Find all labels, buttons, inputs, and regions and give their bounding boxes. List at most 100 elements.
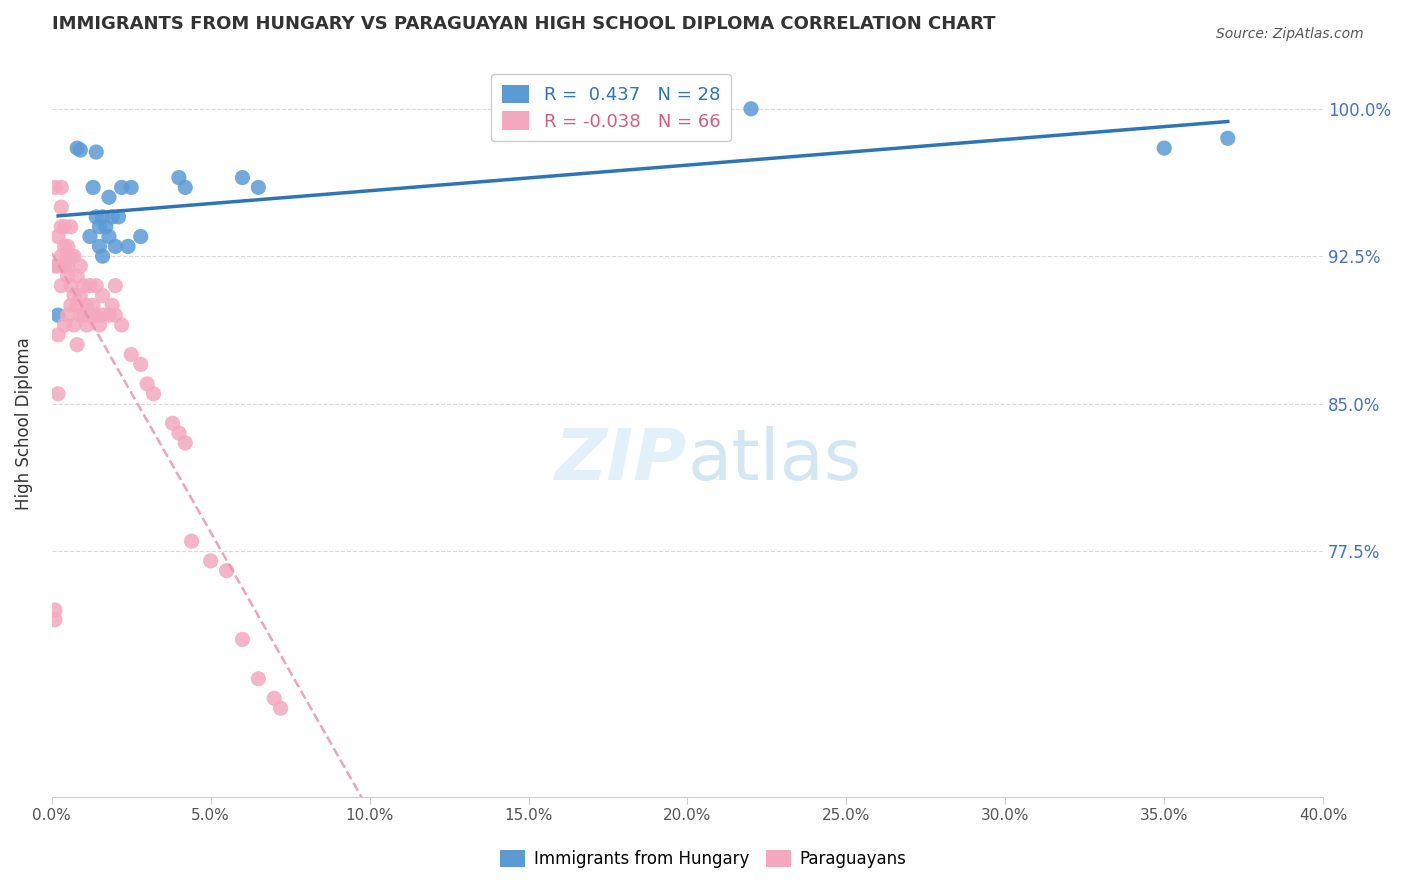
Point — [44, 603, 66, 617]
Point — [231, 632, 253, 647]
Point — [167, 426, 190, 441]
Point — [142, 386, 165, 401]
Legend: R =  0.437   N = 28, R = -0.038   N = 66: R = 0.437 N = 28, R = -0.038 N = 66 — [491, 74, 731, 141]
Point — [59, 298, 82, 312]
Point — [82, 180, 104, 194]
Point — [97, 308, 120, 322]
Point — [76, 298, 98, 312]
Point — [66, 298, 89, 312]
Text: IMMIGRANTS FROM HUNGARY VS PARAGUAYAN HIGH SCHOOL DIPLOMA CORRELATION CHART: IMMIGRANTS FROM HUNGARY VS PARAGUAYAN HI… — [52, 15, 995, 33]
Point — [104, 308, 127, 322]
Point — [84, 145, 107, 159]
Point — [79, 229, 101, 244]
Point — [82, 298, 104, 312]
Point — [1153, 141, 1175, 155]
Point — [740, 102, 762, 116]
Point — [56, 259, 79, 273]
Point — [91, 308, 114, 322]
Point — [91, 288, 114, 302]
Point — [167, 170, 190, 185]
Point — [59, 278, 82, 293]
Point — [270, 701, 292, 715]
Point — [174, 436, 197, 450]
Point — [46, 327, 69, 342]
Point — [72, 278, 94, 293]
Point — [84, 308, 107, 322]
Point — [44, 259, 66, 273]
Point — [76, 318, 98, 332]
Point — [263, 691, 285, 706]
Point — [79, 278, 101, 293]
Point — [136, 376, 159, 391]
Point — [129, 357, 152, 371]
Point — [56, 308, 79, 322]
Point — [46, 259, 69, 273]
Point — [51, 180, 73, 194]
Point — [59, 219, 82, 234]
Point — [72, 308, 94, 322]
Point — [162, 416, 184, 430]
Point — [69, 259, 91, 273]
Text: atlas: atlas — [688, 426, 862, 495]
Point — [66, 337, 89, 351]
Point — [53, 239, 76, 253]
Y-axis label: High School Diploma: High School Diploma — [15, 337, 32, 509]
Point — [69, 308, 91, 322]
Point — [89, 239, 111, 253]
Point — [89, 318, 111, 332]
Point — [1216, 131, 1239, 145]
Point — [63, 288, 86, 302]
Point — [56, 239, 79, 253]
Point — [180, 534, 202, 549]
Point — [53, 219, 76, 234]
Point — [120, 347, 142, 361]
Point — [129, 229, 152, 244]
Legend: Immigrants from Hungary, Paraguayans: Immigrants from Hungary, Paraguayans — [494, 843, 912, 875]
Point — [46, 229, 69, 244]
Point — [174, 180, 197, 194]
Point — [97, 190, 120, 204]
Point — [104, 278, 127, 293]
Point — [69, 288, 91, 302]
Point — [51, 249, 73, 263]
Point — [97, 229, 120, 244]
Point — [84, 210, 107, 224]
Point — [247, 672, 270, 686]
Point — [111, 318, 134, 332]
Point — [44, 613, 66, 627]
Point — [107, 210, 129, 224]
Point — [59, 249, 82, 263]
Point — [44, 180, 66, 194]
Point — [117, 239, 139, 253]
Point — [200, 554, 222, 568]
Point — [104, 239, 127, 253]
Point — [53, 318, 76, 332]
Point — [84, 278, 107, 293]
Point — [51, 278, 73, 293]
Point — [56, 249, 79, 263]
Point — [91, 249, 114, 263]
Point — [120, 180, 142, 194]
Point — [51, 219, 73, 234]
Text: Source: ZipAtlas.com: Source: ZipAtlas.com — [1216, 27, 1364, 41]
Point — [56, 268, 79, 283]
Point — [94, 219, 117, 234]
Point — [101, 298, 124, 312]
Point — [231, 170, 253, 185]
Point — [215, 564, 238, 578]
Point — [247, 180, 270, 194]
Point — [63, 318, 86, 332]
Point — [89, 219, 111, 234]
Point — [66, 268, 89, 283]
Point — [79, 308, 101, 322]
Point — [53, 259, 76, 273]
Text: ZIP: ZIP — [555, 426, 688, 495]
Point — [46, 308, 69, 322]
Point — [51, 200, 73, 214]
Point — [111, 180, 134, 194]
Point — [101, 210, 124, 224]
Point — [91, 210, 114, 224]
Point — [46, 386, 69, 401]
Point — [66, 141, 89, 155]
Point — [69, 143, 91, 157]
